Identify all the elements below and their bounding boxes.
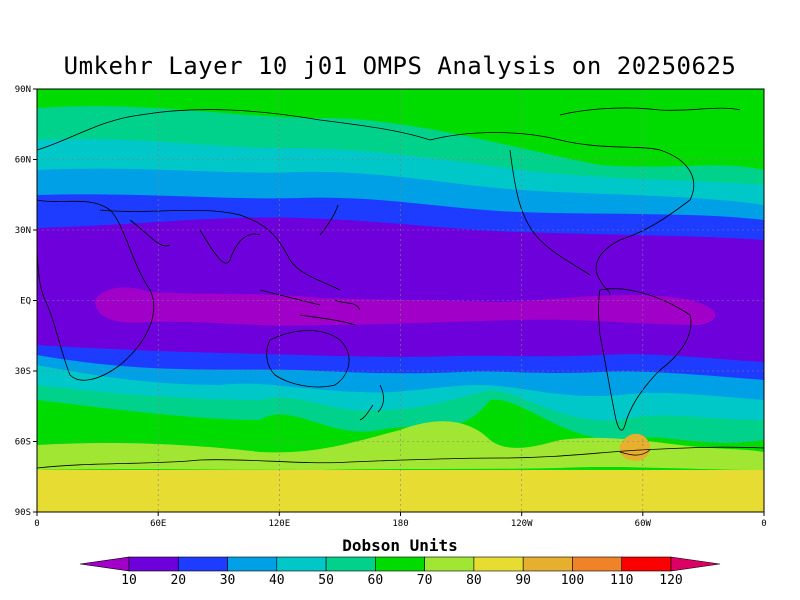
lon-label: 60W [635, 519, 652, 529]
colorbar-label: 30 [220, 573, 236, 588]
colorbar-swatch [177, 556, 228, 572]
lon-label: 120E [268, 519, 290, 529]
lat-label: 60S [15, 438, 31, 448]
lon-label: 180 [392, 519, 408, 529]
lat-labels: 90N 60N 30N EQ 30S 60S 90S [15, 85, 31, 518]
colorbar-swatch [424, 556, 475, 572]
colorbar-swatch [227, 556, 278, 572]
lat-label: 30N [15, 226, 31, 236]
coastlines [37, 107, 764, 469]
lon-label: 60E [150, 519, 166, 529]
page-title: Umkehr Layer 10 j01 OMPS Analysis on 202… [63, 52, 737, 80]
colorbar-label: 70 [417, 573, 433, 588]
colorbar-label: 80 [466, 573, 482, 588]
colorbar-label: 50 [318, 573, 334, 588]
lon-label: 0 [761, 519, 766, 529]
lat-label: 30S [15, 367, 31, 377]
lat-lon-grid [37, 89, 764, 512]
colorbar-swatch [79, 556, 130, 572]
lat-label: 90S [15, 508, 31, 518]
colorbar-label: 20 [170, 573, 186, 588]
colorbar-swatch [522, 556, 573, 572]
colorbar-label: 60 [368, 573, 384, 588]
colorbar-swatch [621, 556, 672, 572]
lon-label: 120W [511, 519, 533, 529]
colorbar-swatch [572, 556, 623, 572]
lat-label: 60N [15, 156, 31, 166]
colorbar-swatch [325, 556, 376, 572]
colorbar-swatch [276, 556, 327, 572]
colorbar-swatch [375, 556, 425, 572]
colorbar-label: 90 [515, 573, 531, 588]
colorbar-swatch [473, 556, 524, 572]
lat-label: 90N [15, 85, 31, 95]
colorbar-label: 120 [659, 573, 682, 588]
lat-label: EQ [20, 297, 31, 307]
lon-label: 0 [34, 519, 39, 529]
colorbar-swatch [670, 556, 721, 572]
colorbar-swatch [128, 556, 179, 572]
colorbar-label: 10 [121, 573, 137, 588]
lon-labels: 0 60E 120E 180 120W 60W 0 [34, 519, 766, 529]
colorbar-label: 110 [610, 573, 633, 588]
colorbar: 10 20 30 40 50 60 70 80 90 100 110 120 [79, 556, 721, 588]
colorbar-label: 100 [561, 573, 584, 588]
colorbar-label: 40 [269, 573, 285, 588]
colorbar-title: Dobson Units [342, 536, 458, 555]
